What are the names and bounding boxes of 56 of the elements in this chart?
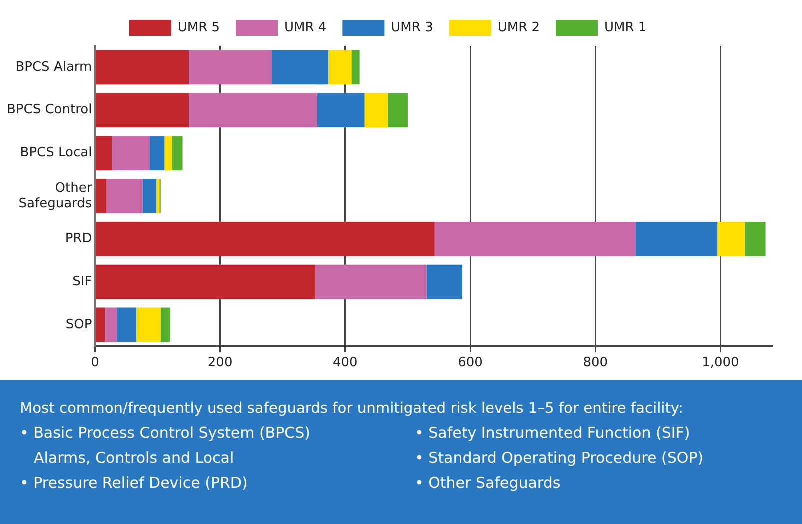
text: • Other Safeguards <box>415 473 562 494</box>
bar <box>96 50 190 85</box>
text: • Standard Operating Procedure (SOP) <box>415 448 704 469</box>
x-tick-label: 0 <box>91 356 100 371</box>
bar <box>142 179 157 214</box>
bar <box>117 308 136 342</box>
bar <box>352 50 360 85</box>
x-tick-label: 400 <box>332 356 358 371</box>
y-tick-label: PRD <box>65 231 92 246</box>
y-tick-label: SIF <box>72 274 92 290</box>
bar <box>106 179 143 214</box>
bar <box>160 308 170 342</box>
bar <box>317 93 365 128</box>
bar <box>718 222 746 256</box>
bar <box>96 222 435 256</box>
bar <box>434 222 636 256</box>
bar <box>105 308 118 342</box>
legend-label: UMR 2 <box>498 20 540 36</box>
bar <box>745 222 766 256</box>
bar <box>96 179 106 214</box>
y-tick-label: Other Safeguards <box>18 180 93 212</box>
bar <box>150 136 165 170</box>
y-tick-label: SOP <box>66 317 92 332</box>
bar <box>96 93 190 128</box>
x-tick-label: 200 <box>208 356 233 371</box>
x-tick-label: 1,000 <box>702 356 740 371</box>
bar <box>112 136 150 170</box>
legend-label: UMR 4 <box>284 20 327 36</box>
bar <box>189 93 318 128</box>
y-tick-label: BPCS Local <box>20 146 92 161</box>
bar <box>388 93 408 128</box>
legend-label: UMR 3 <box>391 20 434 36</box>
bar <box>426 264 462 300</box>
bar <box>156 179 160 214</box>
bar <box>315 264 427 300</box>
bar <box>96 136 112 170</box>
bar <box>164 136 172 170</box>
text: • Basic Process Control System (BPCS) Alarms, Controls and Local <box>20 423 312 469</box>
bar <box>96 264 316 300</box>
bar <box>189 50 272 85</box>
bar <box>172 136 183 170</box>
text: • Pressure Relief Device (PRD) <box>20 473 249 494</box>
text: • Safety Instrumented Function (SIF) <box>415 423 692 444</box>
bar <box>636 222 718 256</box>
x-tick-label: 600 <box>458 356 483 371</box>
y-tick-label: BPCS Alarm <box>16 60 92 75</box>
legend-label: UMR 1 <box>604 20 647 36</box>
x-tick-label: 800 <box>583 356 608 371</box>
bar <box>272 50 329 85</box>
bar <box>136 308 161 342</box>
bar <box>96 308 106 342</box>
text: Most common/frequently used safeguards for unmitigated risk levels 1–5 for entire facility: <box>20 400 684 417</box>
bar <box>328 50 352 85</box>
legend-label: UMR 5 <box>178 20 220 36</box>
bar <box>364 93 388 128</box>
y-tick-label: BPCS Control <box>6 102 92 118</box>
